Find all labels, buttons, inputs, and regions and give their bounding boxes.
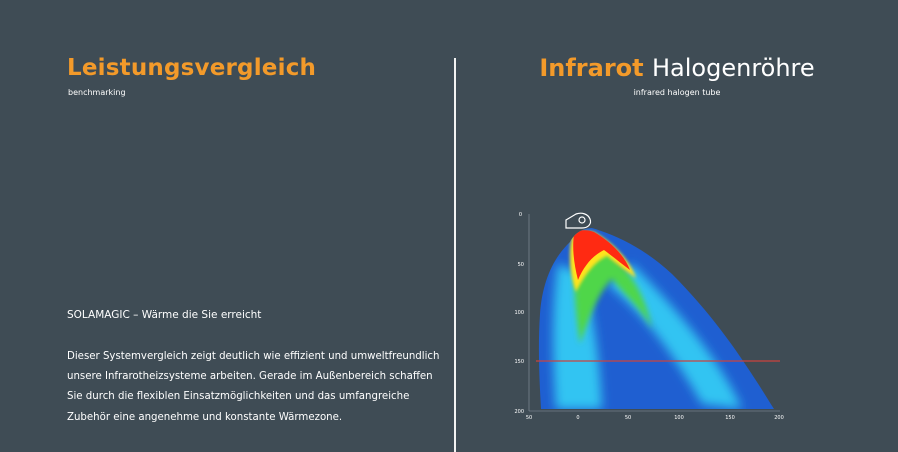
- y-tick: 150: [514, 359, 524, 365]
- y-tick: 50: [518, 262, 524, 268]
- section-title: Leistungsvergleich: [67, 55, 317, 81]
- heat-plume: [538, 228, 774, 409]
- plume-hot: [573, 230, 630, 280]
- section-subtitle: benchmarking: [68, 88, 126, 97]
- chart-subtitle: infrared halogen tube: [633, 88, 721, 97]
- x-tick: 0: [576, 415, 579, 421]
- x-tick: 50: [526, 415, 532, 421]
- y-tick-labels: 0 50 100 150 200: [514, 212, 524, 415]
- plume-cool-left: [553, 264, 602, 409]
- x-tick: 200: [774, 415, 784, 421]
- x-tick: 100: [674, 415, 684, 421]
- chart-title: Infrarot Halogenröhre: [456, 54, 898, 82]
- heater-icon: [565, 212, 592, 229]
- description-text: Dieser Systemvergleich zeigt deutlich wi…: [67, 351, 440, 423]
- y-tick: 100: [514, 310, 524, 316]
- chart-title-accent: Infrarot: [539, 54, 644, 82]
- x-tick-labels: 50 0 50 100 150 200: [526, 415, 784, 421]
- vertical-divider: [454, 58, 456, 452]
- y-tick: 0: [519, 212, 522, 218]
- chart-axes: [528, 214, 780, 412]
- heat-distribution-chart: 0 50 100 150 200 50 0 50 100 150 200: [514, 212, 784, 421]
- chart-title-rest: Halogenröhre: [652, 54, 815, 82]
- x-tick: 50: [625, 415, 631, 421]
- y-tick: 200: [514, 409, 524, 415]
- x-tick: 150: [725, 415, 735, 421]
- tagline: SOLAMAGIC – Wärme die Sie erreicht: [67, 309, 262, 321]
- plume-mid: [574, 249, 652, 344]
